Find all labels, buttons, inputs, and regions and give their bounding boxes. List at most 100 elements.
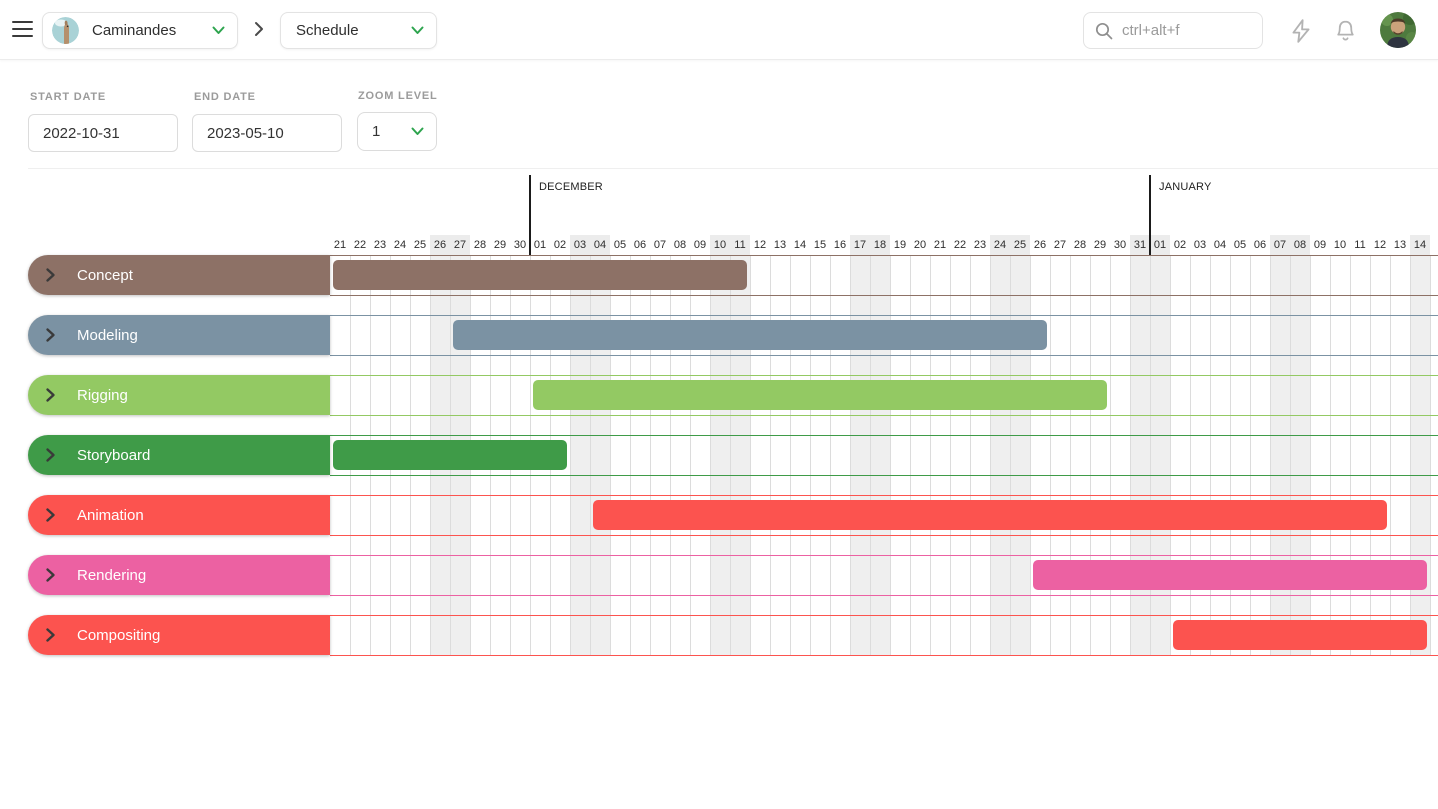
day-label: 07 <box>653 239 667 251</box>
gantt-row-pill-animation[interactable]: Animation <box>28 495 330 535</box>
gantt-bar-rigging[interactable] <box>533 380 1107 410</box>
gantt-bar-concept[interactable] <box>333 260 747 290</box>
zoom-level-value: 1 <box>372 123 381 140</box>
day-gridline <box>1250 255 1251 655</box>
day-gridline <box>830 255 831 655</box>
day-label: 08 <box>1290 235 1310 255</box>
month-label: DECEMBER <box>539 181 603 193</box>
day-gridline <box>1410 255 1411 655</box>
gantt-row-pill-storyboard[interactable]: Storyboard <box>28 435 330 475</box>
gantt-row-pill-rendering[interactable]: Rendering <box>28 555 330 595</box>
day-gridline <box>950 255 951 655</box>
user-avatar[interactable] <box>1380 12 1416 48</box>
day-gridline <box>1130 255 1131 655</box>
day-label: 27 <box>450 235 470 255</box>
day-gridline <box>750 255 751 655</box>
day-label: 30 <box>1113 239 1127 251</box>
day-label: 04 <box>590 235 610 255</box>
day-label: 05 <box>613 239 627 251</box>
gantt-bar-compositing[interactable] <box>1173 620 1427 650</box>
gantt-row-pill-concept[interactable]: Concept <box>28 255 330 295</box>
day-gridline <box>910 255 911 655</box>
top-bar: Caminandes Schedule <box>0 0 1438 60</box>
day-gridline <box>1070 255 1071 655</box>
llama-project-avatar <box>52 17 79 44</box>
day-label: 25 <box>413 239 427 251</box>
zoom-level-label: ZOOM LEVEL <box>358 90 438 102</box>
zoom-level-select[interactable]: 1 <box>357 112 437 151</box>
day-gridline <box>730 255 731 655</box>
day-label: 16 <box>833 239 847 251</box>
hamburger-icon[interactable] <box>12 21 33 39</box>
day-gridline <box>1330 255 1331 655</box>
chevron-down-icon <box>411 127 424 135</box>
gantt-row-label: Storyboard <box>77 446 151 464</box>
gantt-row-band <box>330 435 1438 476</box>
start-date-input[interactable] <box>28 114 178 152</box>
day-gridline <box>1430 255 1431 655</box>
gantt-bar-animation[interactable] <box>593 500 1387 530</box>
day-gridline <box>610 255 611 655</box>
gantt-row-label: Rigging <box>77 386 128 404</box>
day-gridline <box>970 255 971 655</box>
chevron-down-icon <box>212 26 225 34</box>
gantt-bar-modeling[interactable] <box>453 320 1047 350</box>
day-label: 06 <box>1253 239 1267 251</box>
bell-icon[interactable] <box>1333 18 1359 44</box>
gantt-row-band <box>330 315 1438 356</box>
day-label: 03 <box>1193 239 1207 251</box>
day-gridline <box>630 255 631 655</box>
day-label: 01 <box>1150 235 1170 255</box>
day-gridline <box>890 255 891 655</box>
day-label: 23 <box>373 239 387 251</box>
day-gridline <box>650 255 651 655</box>
day-label: 28 <box>1073 239 1087 251</box>
day-label: 14 <box>793 239 807 251</box>
end-date-input[interactable] <box>192 114 342 152</box>
day-label: 09 <box>693 239 707 251</box>
chevron-down-icon <box>411 26 424 34</box>
zap-icon[interactable] <box>1288 18 1314 44</box>
day-label: 12 <box>1373 239 1387 251</box>
search-box <box>1083 12 1263 49</box>
end-date-label: END DATE <box>194 91 256 103</box>
day-gridline <box>1270 255 1271 655</box>
day-label: 30 <box>513 239 527 251</box>
day-gridline <box>1230 255 1231 655</box>
day-label: 21 <box>933 239 947 251</box>
page-selector[interactable]: Schedule <box>280 12 437 49</box>
day-gridline <box>590 255 591 655</box>
day-label: 28 <box>473 239 487 251</box>
gantt-row-pill-rigging[interactable]: Rigging <box>28 375 330 415</box>
gantt-row-band <box>330 255 1438 296</box>
day-label: 26 <box>430 235 450 255</box>
day-label: 15 <box>813 239 827 251</box>
day-label: 21 <box>333 239 347 251</box>
gantt-row-band <box>330 555 1438 596</box>
day-gridline <box>1170 255 1171 655</box>
gantt-bar-rendering[interactable] <box>1033 560 1427 590</box>
day-label: 25 <box>1010 235 1030 255</box>
project-selector-label: Caminandes <box>92 22 177 39</box>
gantt-row-band <box>330 375 1438 416</box>
day-gridline <box>790 255 791 655</box>
chevron-right-icon <box>46 448 55 462</box>
day-gridline <box>1210 255 1211 655</box>
project-selector[interactable]: Caminandes <box>42 12 238 49</box>
day-gridline <box>670 255 671 655</box>
day-label: 13 <box>1393 239 1407 251</box>
day-label: 04 <box>1213 239 1227 251</box>
gantt-row-pill-modeling[interactable]: Modeling <box>28 315 330 355</box>
gantt-bar-storyboard[interactable] <box>333 440 567 470</box>
page-selector-label: Schedule <box>296 22 359 39</box>
gantt-row-label: Animation <box>77 506 144 524</box>
start-date-label: START DATE <box>30 91 107 103</box>
day-gridline <box>1050 255 1051 655</box>
day-gridline <box>1390 255 1391 655</box>
gantt-row-label: Concept <box>77 266 133 284</box>
gantt-chart: 21 22 23 24 25 26 27 28 29 30 01 02 03 04 05 06 07 08 09 10… <box>0 175 1438 657</box>
gantt-row-pill-compositing[interactable]: Compositing <box>28 615 330 655</box>
day-gridline <box>850 255 851 655</box>
search-input[interactable] <box>1122 22 1242 39</box>
day-label: 19 <box>893 239 907 251</box>
